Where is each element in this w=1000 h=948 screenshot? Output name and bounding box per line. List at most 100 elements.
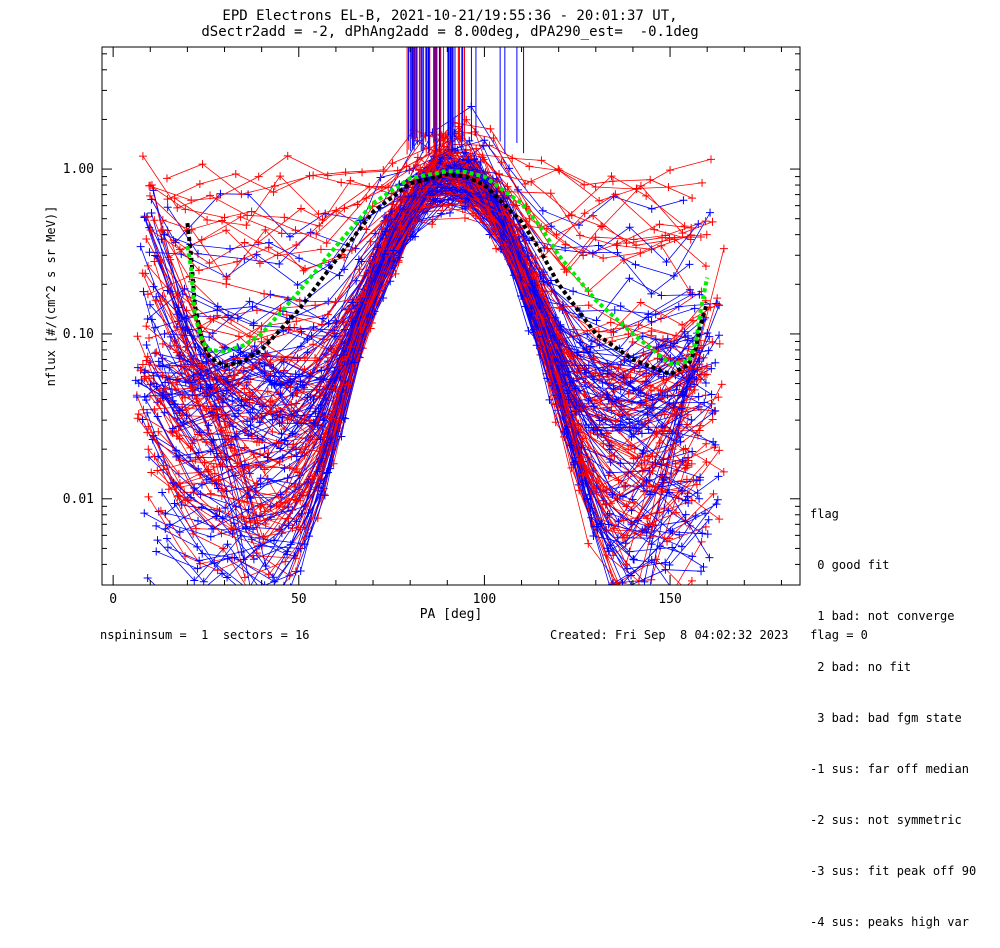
- data-point-blue: [674, 302, 683, 311]
- data-point-blue: [555, 339, 564, 348]
- data-point-blue: [706, 208, 715, 217]
- data-point-red: [693, 431, 702, 440]
- data-point-red: [651, 483, 660, 492]
- sector-trace-blue: [172, 174, 716, 436]
- data-point-blue: [694, 219, 703, 228]
- sector-trace-blue: [153, 170, 700, 389]
- data-point-red: [619, 586, 627, 594]
- data-point-blue: [244, 585, 252, 593]
- data-point-red: [598, 222, 607, 231]
- data-point-red: [561, 240, 570, 249]
- data-point-red: [257, 501, 266, 510]
- data-point-red: [292, 389, 301, 398]
- data-point-blue: [605, 468, 614, 477]
- data-point-blue: [707, 390, 716, 399]
- data-point-red: [164, 485, 173, 494]
- data-point-red: [626, 441, 635, 450]
- data-point-red: [150, 216, 159, 225]
- data-point-blue: [280, 436, 289, 445]
- data-point-red: [210, 369, 219, 378]
- data-point-red: [311, 301, 320, 310]
- sector-trace-red: [157, 161, 694, 539]
- data-point-red: [197, 235, 206, 244]
- data-point-blue: [665, 560, 674, 569]
- data-point-red: [136, 366, 145, 375]
- data-point-blue: [161, 524, 170, 533]
- data-point-blue: [696, 473, 705, 482]
- data-point-red: [599, 439, 608, 448]
- data-point-blue: [658, 470, 667, 479]
- data-point-blue: [275, 419, 284, 428]
- data-point-blue: [202, 357, 211, 366]
- data-point-blue: [209, 436, 218, 445]
- data-point-blue: [424, 187, 433, 196]
- data-point-blue: [223, 540, 232, 549]
- data-point-red: [140, 374, 149, 383]
- data-point-red: [648, 466, 657, 475]
- data-point-blue: [149, 282, 158, 291]
- data-point-red: [658, 487, 667, 496]
- sector-trace-blue: [166, 179, 708, 583]
- data-point-blue: [712, 500, 721, 509]
- data-point-red: [205, 259, 214, 268]
- data-point-blue: [695, 290, 704, 299]
- data-point-red: [608, 177, 617, 186]
- data-point-red: [187, 196, 196, 205]
- data-point-blue: [226, 244, 235, 253]
- sector-trace-red: [180, 171, 725, 533]
- data-point-blue: [605, 441, 614, 450]
- data-point-red: [195, 179, 204, 188]
- y-tick-label: 0.10: [63, 327, 94, 342]
- data-point-red: [323, 171, 332, 180]
- data-point-red: [158, 216, 167, 225]
- data-point-blue: [218, 569, 227, 578]
- sector-trace-blue: [147, 179, 670, 585]
- data-point-blue: [154, 452, 163, 461]
- data-point-blue: [139, 287, 148, 296]
- data-point-blue: [147, 209, 156, 218]
- data-point-blue: [637, 429, 646, 438]
- data-point-blue: [644, 310, 653, 319]
- data-point-blue: [594, 241, 603, 250]
- data-point-red: [668, 445, 677, 454]
- data-point-blue: [162, 534, 171, 543]
- data-point-blue: [324, 319, 333, 328]
- data-point-blue: [681, 496, 690, 505]
- data-point-red: [665, 534, 674, 543]
- data-point-red: [191, 455, 200, 464]
- data-point-blue: [564, 367, 573, 376]
- data-point-red: [237, 190, 246, 199]
- data-point-blue: [283, 581, 285, 585]
- data-point-blue: [688, 447, 697, 456]
- data-point-red: [702, 439, 711, 448]
- data-point-red: [698, 178, 707, 187]
- data-point-red: [661, 387, 670, 396]
- data-point-blue: [661, 565, 670, 574]
- data-point-red: [346, 342, 355, 351]
- data-point-red: [701, 296, 710, 305]
- data-point-blue: [618, 492, 627, 501]
- data-point-blue: [647, 204, 656, 213]
- data-point-red: [237, 512, 246, 521]
- data-point-blue: [244, 505, 253, 514]
- data-point-blue: [261, 562, 270, 571]
- data-point-red: [456, 134, 465, 143]
- data-point-red: [213, 566, 222, 575]
- data-point-red: [362, 225, 371, 234]
- data-point-red: [715, 515, 724, 524]
- x-axis-label: PA [deg]: [420, 607, 483, 622]
- data-point-blue: [610, 306, 619, 315]
- data-point-red: [696, 375, 705, 384]
- sector-trace-red: [149, 148, 692, 250]
- data-point-blue: [678, 457, 687, 466]
- data-point-blue: [386, 277, 395, 286]
- data-point-blue: [197, 359, 206, 368]
- data-point-blue: [547, 222, 556, 231]
- data-point-blue: [295, 254, 304, 263]
- data-point-red: [635, 367, 644, 376]
- data-point-red: [584, 539, 593, 548]
- data-point-blue: [171, 238, 180, 247]
- data-point-red: [672, 331, 681, 340]
- data-point-blue: [138, 415, 147, 424]
- data-point-blue: [431, 196, 440, 205]
